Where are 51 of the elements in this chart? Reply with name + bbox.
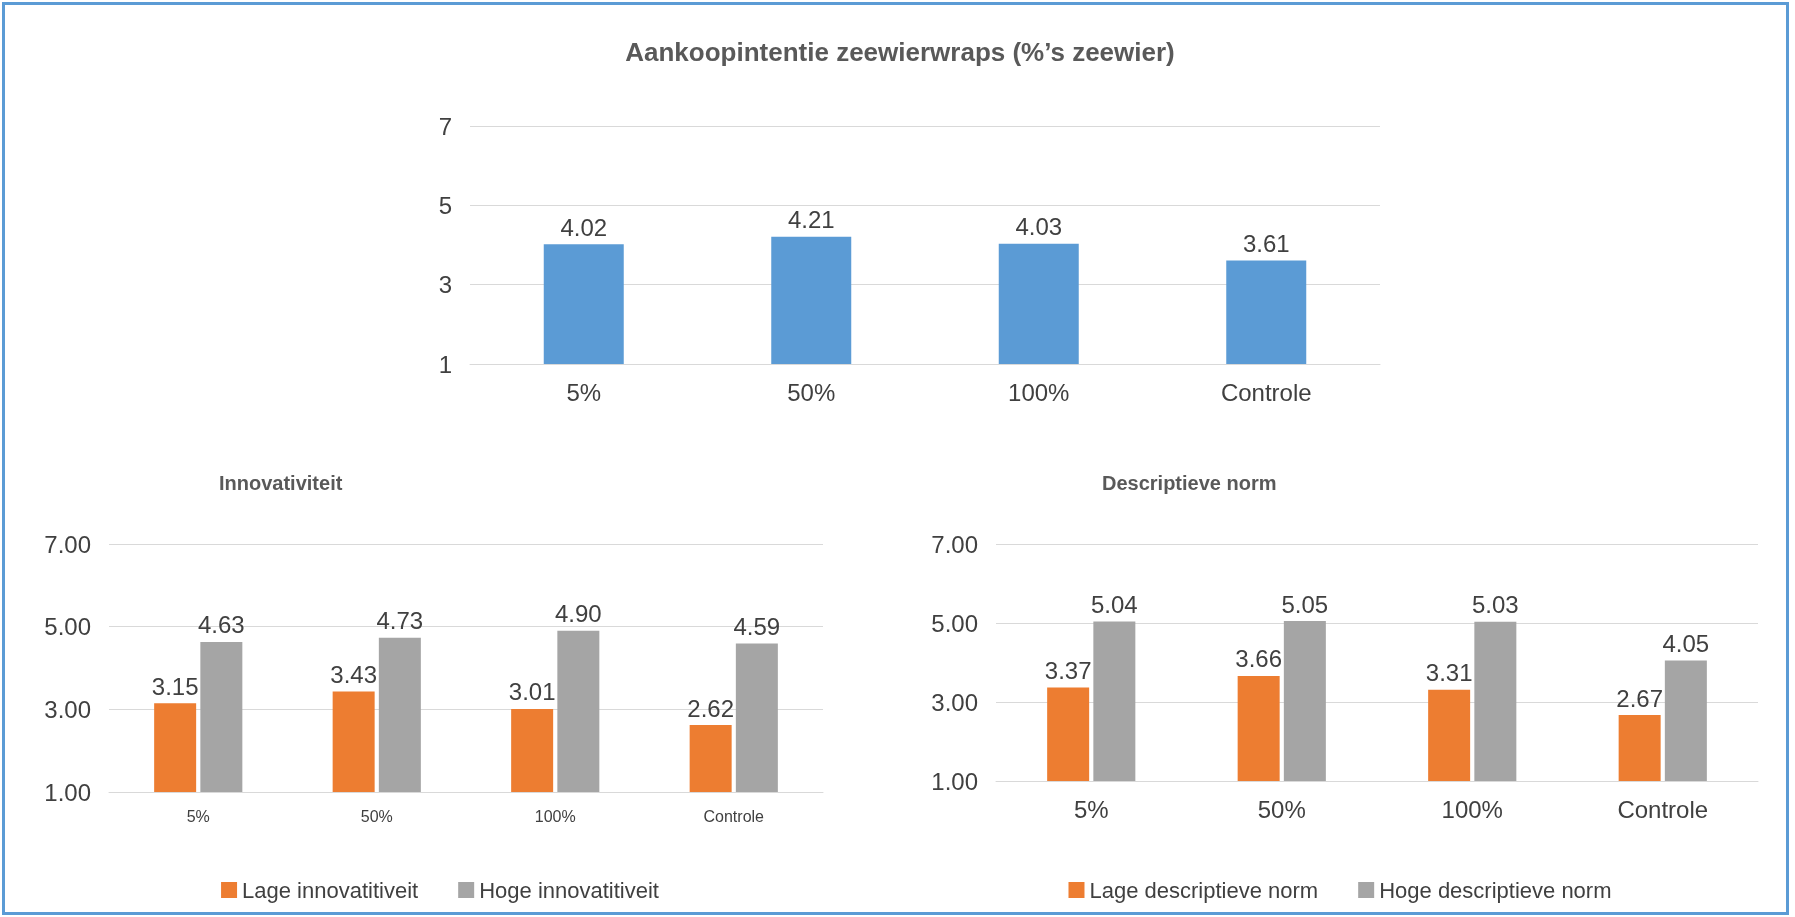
data-label: 4.73	[376, 607, 424, 635]
y-tick-label: 7.00	[931, 530, 978, 558]
x-tick-label: 50%	[1257, 795, 1306, 823]
legend-label: Lage descriptieve norm	[1089, 877, 1319, 903]
x-tick-label: 5%	[566, 378, 602, 406]
data-label: 3.61	[1242, 229, 1290, 257]
data-label: 4.63	[197, 611, 245, 639]
x-tick-label: 100%	[1441, 795, 1503, 823]
y-tick-label: 7.00	[44, 530, 91, 558]
y-tick-label: 3	[438, 271, 452, 299]
chart-title: Innovativiteit	[219, 472, 343, 494]
data-label: 4.90	[554, 600, 602, 628]
data-label: 2.62	[687, 694, 735, 722]
legend-label: Hoge innovatitiveit	[479, 877, 659, 903]
data-label: 3.01	[508, 678, 556, 706]
x-tick-label: Controle	[1617, 795, 1709, 823]
y-tick-label: 5.00	[44, 613, 91, 641]
chart-title: Aankoopintentie zeewierwraps (%’s zeewier)	[625, 37, 1175, 67]
y-tick-label: 5	[438, 191, 452, 219]
y-tick-label: 1.00	[44, 778, 91, 806]
data-label: 5.03	[1471, 591, 1519, 619]
y-tick-label: 3.00	[931, 688, 978, 716]
y-tick-label: 5.00	[931, 609, 978, 637]
data-label: 5.05	[1281, 590, 1329, 618]
data-label: 4.03	[1015, 213, 1063, 241]
y-tick-label: 1	[438, 350, 452, 378]
x-tick-label: 50%	[360, 807, 393, 825]
data-label: 2.67	[1616, 684, 1664, 712]
x-tick-label: 100%	[534, 807, 576, 825]
x-tick-label: Controle	[703, 807, 765, 825]
data-label: 5.04	[1090, 590, 1138, 618]
x-tick-label: Controle	[1220, 378, 1312, 406]
data-label: 3.15	[151, 672, 199, 700]
data-label: 4.59	[733, 613, 781, 641]
legend-label: Lage innovatitiveit	[242, 877, 419, 903]
y-tick-label: 7	[438, 112, 452, 140]
data-label: 4.02	[560, 213, 608, 241]
y-tick-label: 1.00	[931, 767, 978, 795]
x-tick-label: 50%	[787, 378, 836, 406]
data-label: 4.21	[787, 206, 835, 234]
x-tick-label: 5%	[186, 807, 210, 825]
data-label: 3.37	[1044, 656, 1092, 684]
data-label: 3.31	[1425, 659, 1473, 687]
legend-label: Hoge descriptieve norm	[1379, 877, 1612, 903]
x-tick-label: 5%	[1073, 795, 1109, 823]
x-tick-label: 100%	[1008, 378, 1070, 406]
chart-title: Descriptieve norm	[1102, 472, 1277, 494]
data-label: 3.43	[330, 661, 378, 689]
y-tick-label: 3.00	[44, 695, 91, 723]
data-label: 4.05	[1662, 630, 1710, 658]
data-label: 3.66	[1235, 645, 1283, 673]
